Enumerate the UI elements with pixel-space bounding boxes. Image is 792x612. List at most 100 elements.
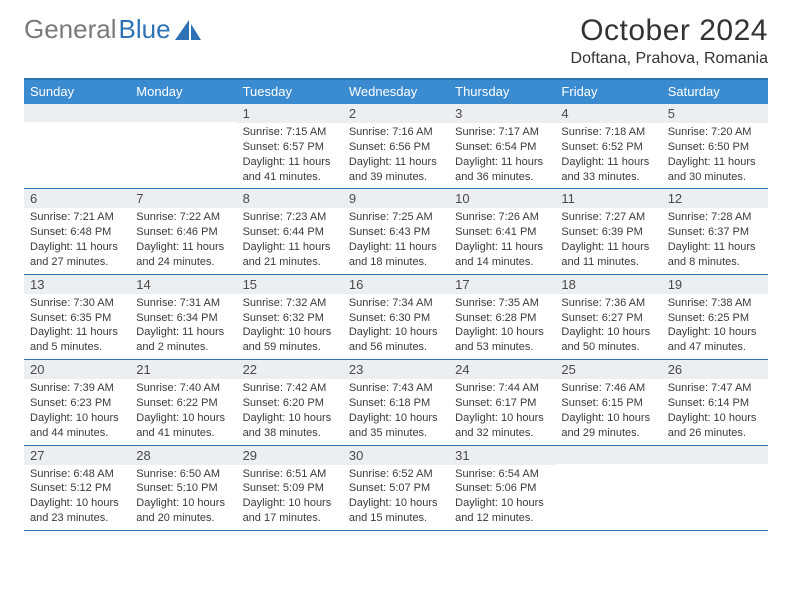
sunset-text: Sunset: 6:44 PM <box>243 225 337 240</box>
sunrise-text: Sunrise: 7:21 AM <box>30 210 124 225</box>
day-cell: 5Sunrise: 7:20 AMSunset: 6:50 PMDaylight… <box>662 104 768 188</box>
sunset-text: Sunset: 6:23 PM <box>30 396 124 411</box>
day-cell: 20Sunrise: 7:39 AMSunset: 6:23 PMDayligh… <box>24 360 130 444</box>
sunrise-text: Sunrise: 7:38 AM <box>668 296 762 311</box>
day-number: 6 <box>24 189 130 208</box>
sunrise-text: Sunrise: 7:18 AM <box>561 125 655 140</box>
sunrise-text: Sunrise: 7:46 AM <box>561 381 655 396</box>
daylight-text: Daylight: 10 hours <box>455 496 549 511</box>
day-cell: 2Sunrise: 7:16 AMSunset: 6:56 PMDaylight… <box>343 104 449 188</box>
sunset-text: Sunset: 5:07 PM <box>349 481 443 496</box>
daylight-text-2: and 8 minutes. <box>668 255 762 270</box>
sunset-text: Sunset: 6:43 PM <box>349 225 443 240</box>
day-cell <box>555 446 661 530</box>
day-cell <box>130 104 236 188</box>
location-text: Doftana, Prahova, Romania <box>571 50 768 68</box>
daylight-text: Daylight: 10 hours <box>668 411 762 426</box>
day-details: Sunrise: 7:28 AMSunset: 6:37 PMDaylight:… <box>662 208 768 273</box>
day-details: Sunrise: 7:43 AMSunset: 6:18 PMDaylight:… <box>343 379 449 444</box>
sunset-text: Sunset: 6:30 PM <box>349 311 443 326</box>
day-details: Sunrise: 7:26 AMSunset: 6:41 PMDaylight:… <box>449 208 555 273</box>
sunset-text: Sunset: 6:56 PM <box>349 140 443 155</box>
daylight-text-2: and 36 minutes. <box>455 170 549 185</box>
day-details: Sunrise: 6:52 AMSunset: 5:07 PMDaylight:… <box>343 465 449 530</box>
sunset-text: Sunset: 6:34 PM <box>136 311 230 326</box>
sunrise-text: Sunrise: 6:52 AM <box>349 467 443 482</box>
daylight-text-2: and 5 minutes. <box>30 340 124 355</box>
sunrise-text: Sunrise: 7:20 AM <box>668 125 762 140</box>
daylight-text-2: and 59 minutes. <box>243 340 337 355</box>
sunset-text: Sunset: 6:22 PM <box>136 396 230 411</box>
daylight-text: Daylight: 10 hours <box>243 496 337 511</box>
daylight-text-2: and 33 minutes. <box>561 170 655 185</box>
day-number: 25 <box>555 360 661 379</box>
day-details: Sunrise: 7:42 AMSunset: 6:20 PMDaylight:… <box>237 379 343 444</box>
day-cell: 22Sunrise: 7:42 AMSunset: 6:20 PMDayligh… <box>237 360 343 444</box>
day-cell: 9Sunrise: 7:25 AMSunset: 6:43 PMDaylight… <box>343 189 449 273</box>
daylight-text: Daylight: 10 hours <box>349 411 443 426</box>
day-cell: 11Sunrise: 7:27 AMSunset: 6:39 PMDayligh… <box>555 189 661 273</box>
daylight-text-2: and 11 minutes. <box>561 255 655 270</box>
sunrise-text: Sunrise: 7:44 AM <box>455 381 549 396</box>
sunrise-text: Sunrise: 7:47 AM <box>668 381 762 396</box>
sunrise-text: Sunrise: 7:42 AM <box>243 381 337 396</box>
sunrise-text: Sunrise: 7:30 AM <box>30 296 124 311</box>
daylight-text: Daylight: 11 hours <box>455 240 549 255</box>
day-cell: 13Sunrise: 7:30 AMSunset: 6:35 PMDayligh… <box>24 275 130 359</box>
day-cell: 12Sunrise: 7:28 AMSunset: 6:37 PMDayligh… <box>662 189 768 273</box>
daylight-text: Daylight: 10 hours <box>455 411 549 426</box>
day-number: 3 <box>449 104 555 123</box>
day-cell: 29Sunrise: 6:51 AMSunset: 5:09 PMDayligh… <box>237 446 343 530</box>
day-number: 5 <box>662 104 768 123</box>
daylight-text-2: and 44 minutes. <box>30 426 124 441</box>
day-details: Sunrise: 7:20 AMSunset: 6:50 PMDaylight:… <box>662 123 768 188</box>
day-number: 16 <box>343 275 449 294</box>
daylight-text-2: and 32 minutes. <box>455 426 549 441</box>
sunrise-text: Sunrise: 7:34 AM <box>349 296 443 311</box>
week-row: 27Sunrise: 6:48 AMSunset: 5:12 PMDayligh… <box>24 446 768 531</box>
sunrise-text: Sunrise: 6:54 AM <box>455 467 549 482</box>
daylight-text: Daylight: 11 hours <box>668 155 762 170</box>
daylight-text: Daylight: 10 hours <box>243 411 337 426</box>
day-details: Sunrise: 7:36 AMSunset: 6:27 PMDaylight:… <box>555 294 661 359</box>
day-number: 12 <box>662 189 768 208</box>
day-details <box>555 464 661 470</box>
weekday-header: Friday <box>555 80 661 104</box>
sunset-text: Sunset: 5:12 PM <box>30 481 124 496</box>
day-cell <box>24 104 130 188</box>
daylight-text: Daylight: 11 hours <box>561 240 655 255</box>
daylight-text: Daylight: 11 hours <box>349 155 443 170</box>
sunset-text: Sunset: 6:15 PM <box>561 396 655 411</box>
day-number: 30 <box>343 446 449 465</box>
daylight-text: Daylight: 11 hours <box>136 325 230 340</box>
day-cell: 1Sunrise: 7:15 AMSunset: 6:57 PMDaylight… <box>237 104 343 188</box>
daylight-text-2: and 17 minutes. <box>243 511 337 526</box>
weekday-header: Thursday <box>449 80 555 104</box>
daylight-text: Daylight: 10 hours <box>668 325 762 340</box>
day-cell: 26Sunrise: 7:47 AMSunset: 6:14 PMDayligh… <box>662 360 768 444</box>
week-row: 1Sunrise: 7:15 AMSunset: 6:57 PMDaylight… <box>24 104 768 189</box>
day-details: Sunrise: 7:40 AMSunset: 6:22 PMDaylight:… <box>130 379 236 444</box>
day-details: Sunrise: 7:30 AMSunset: 6:35 PMDaylight:… <box>24 294 130 359</box>
daylight-text: Daylight: 11 hours <box>561 155 655 170</box>
daylight-text: Daylight: 11 hours <box>455 155 549 170</box>
day-cell: 17Sunrise: 7:35 AMSunset: 6:28 PMDayligh… <box>449 275 555 359</box>
day-details: Sunrise: 6:50 AMSunset: 5:10 PMDaylight:… <box>130 465 236 530</box>
daylight-text: Daylight: 11 hours <box>243 155 337 170</box>
daylight-text-2: and 24 minutes. <box>136 255 230 270</box>
day-details: Sunrise: 7:39 AMSunset: 6:23 PMDaylight:… <box>24 379 130 444</box>
weekday-header: Sunday <box>24 80 130 104</box>
day-number: 11 <box>555 189 661 208</box>
day-cell: 25Sunrise: 7:46 AMSunset: 6:15 PMDayligh… <box>555 360 661 444</box>
daylight-text-2: and 23 minutes. <box>30 511 124 526</box>
sunrise-text: Sunrise: 7:32 AM <box>243 296 337 311</box>
sunset-text: Sunset: 6:46 PM <box>136 225 230 240</box>
daylight-text-2: and 27 minutes. <box>30 255 124 270</box>
day-details: Sunrise: 7:47 AMSunset: 6:14 PMDaylight:… <box>662 379 768 444</box>
day-number: 9 <box>343 189 449 208</box>
sunset-text: Sunset: 6:57 PM <box>243 140 337 155</box>
day-cell: 18Sunrise: 7:36 AMSunset: 6:27 PMDayligh… <box>555 275 661 359</box>
daylight-text-2: and 53 minutes. <box>455 340 549 355</box>
daylight-text-2: and 18 minutes. <box>349 255 443 270</box>
sunrise-text: Sunrise: 7:26 AM <box>455 210 549 225</box>
